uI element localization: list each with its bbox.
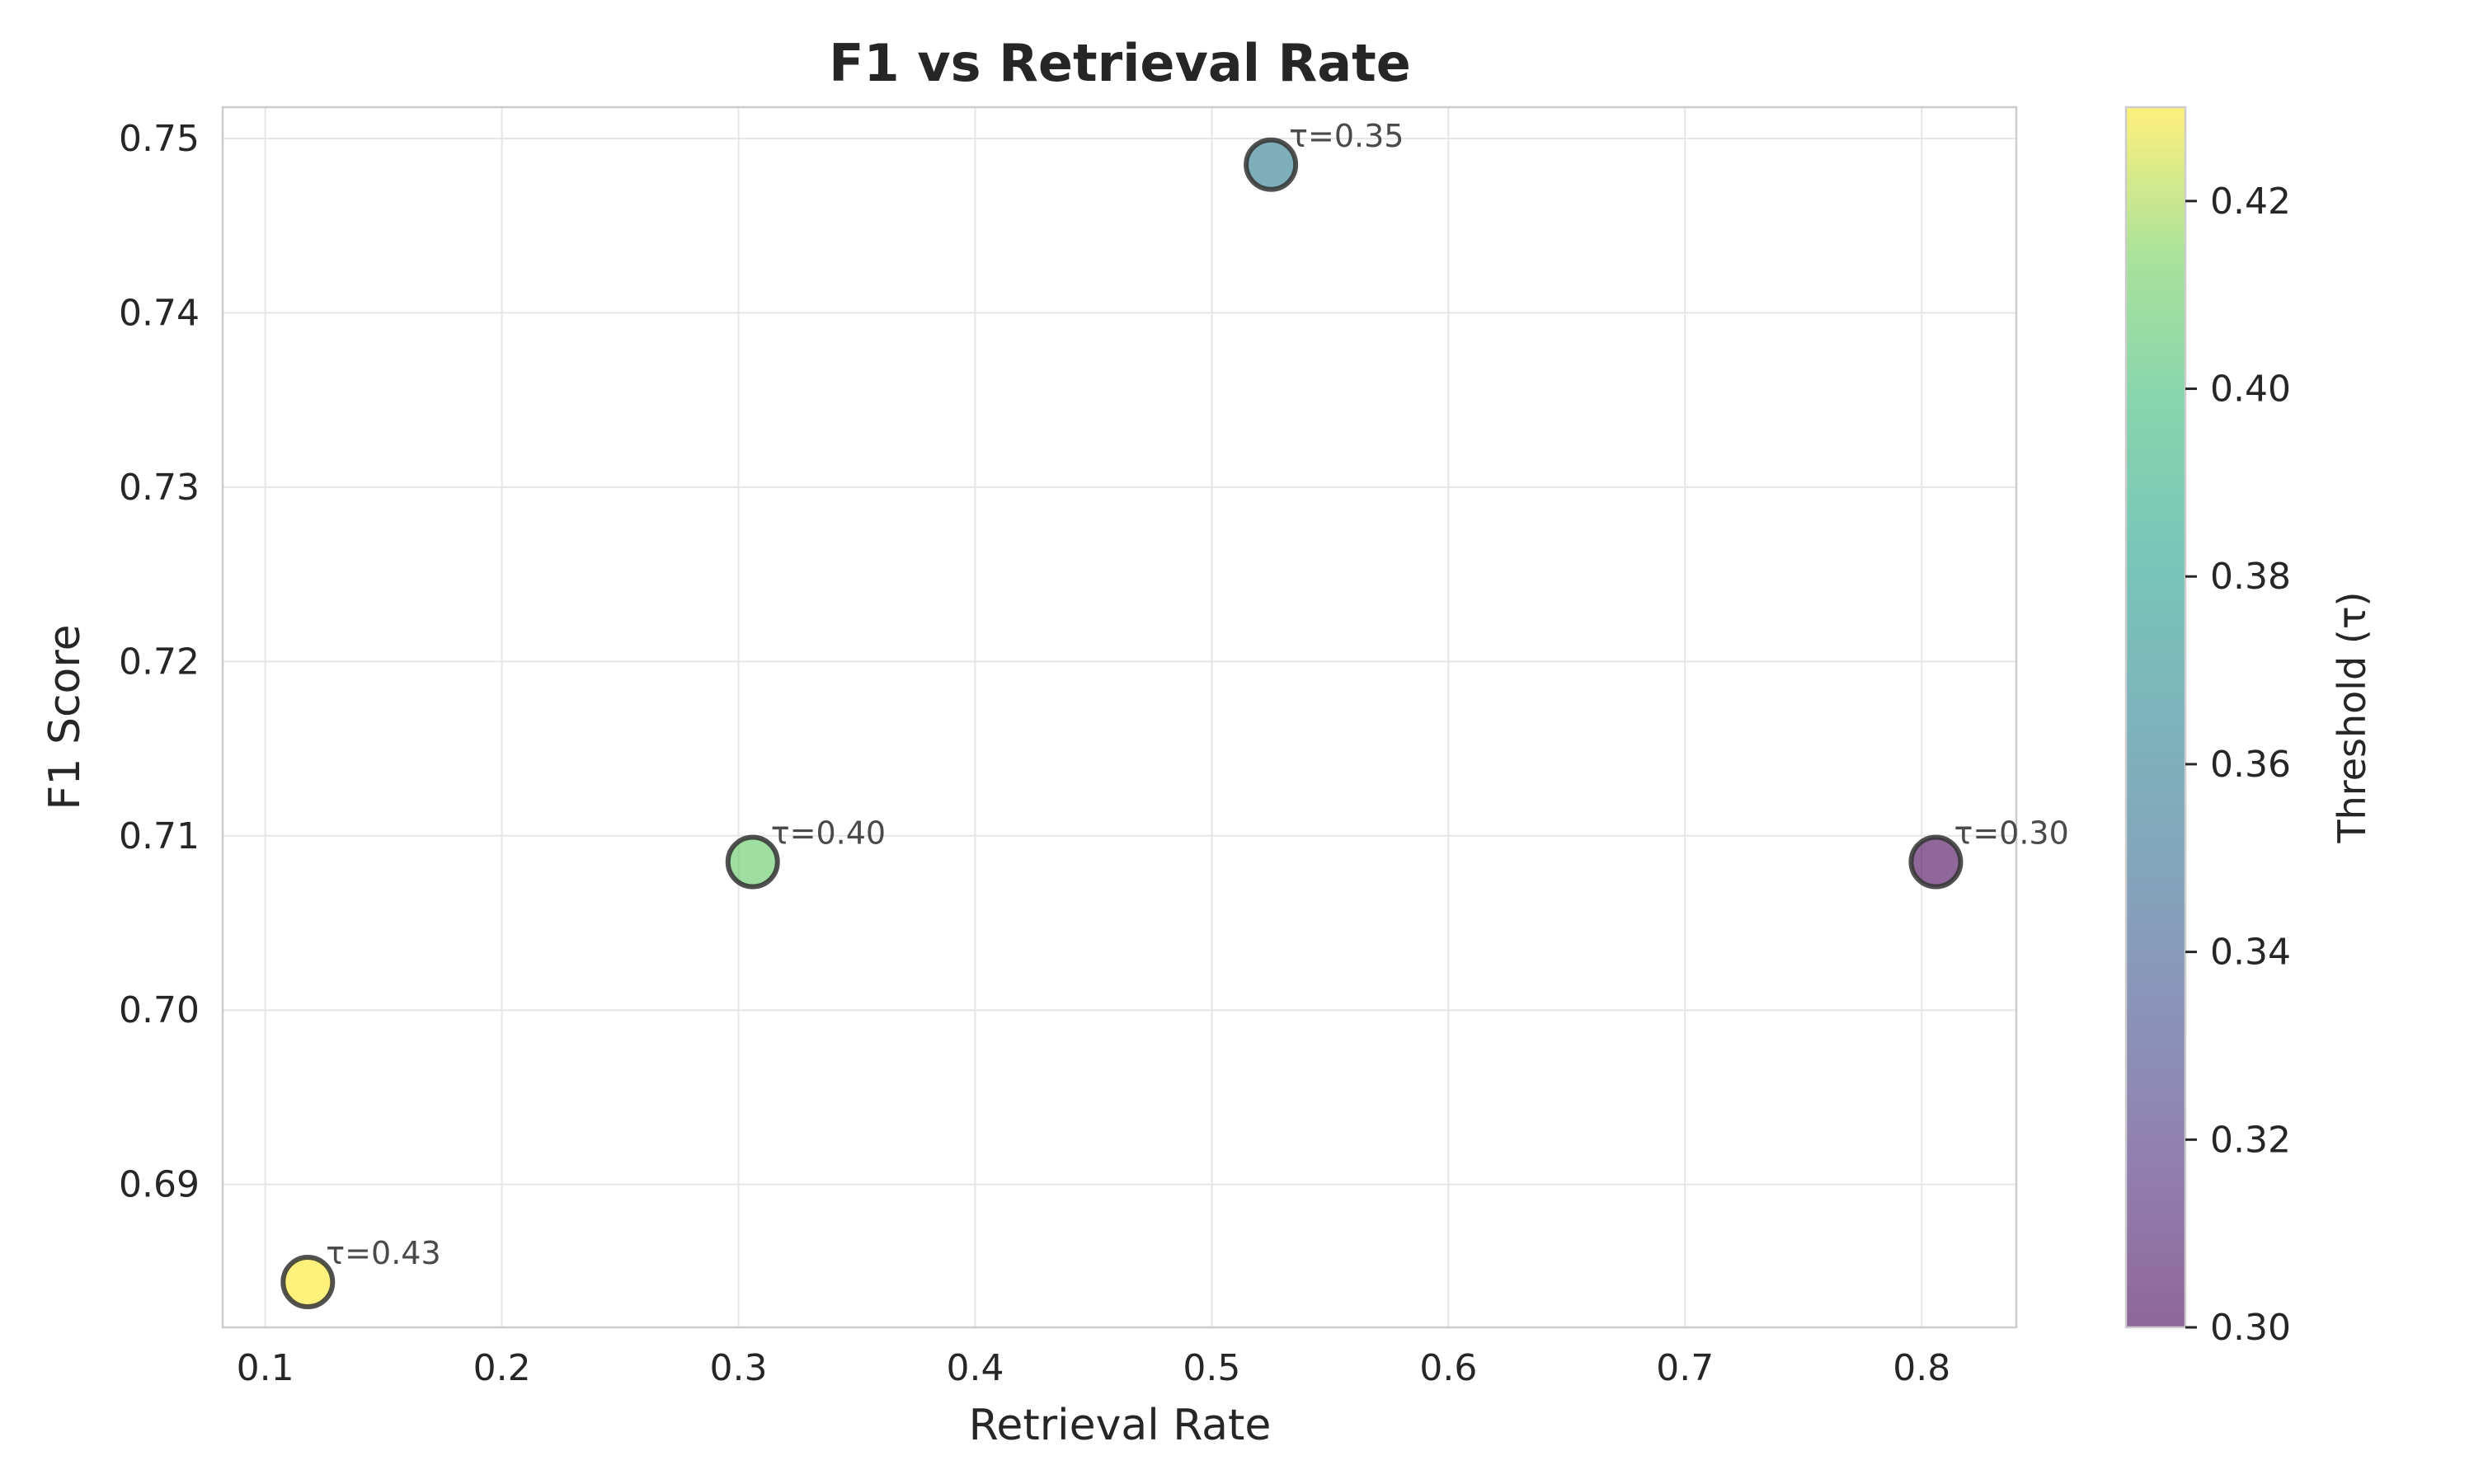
colorbar-tick-label: 0.38: [2210, 556, 2291, 598]
x-tick-label: 0.8: [1893, 1347, 1950, 1389]
colorbar-tick-label: 0.40: [2210, 369, 2291, 411]
y-axis-ticks: 0.69 0.70 0.71 0.72 0.73 0.74 0.75: [119, 118, 200, 1206]
data-point-label: τ=0.30: [1954, 815, 2068, 851]
y-tick-label: 0.72: [119, 641, 200, 683]
y-axis-title: F1 Score: [40, 624, 90, 810]
data-point: [1244, 137, 1299, 192]
y-tick-label: 0.70: [119, 989, 200, 1031]
data-point: [280, 1255, 336, 1310]
data-point-label: τ=0.43: [326, 1235, 440, 1271]
colorbar-tick-label: 0.36: [2210, 744, 2291, 786]
colorbar-title: Threshold (τ): [2330, 592, 2374, 844]
colorbar-frame: [2124, 106, 2187, 1329]
data-point-label: τ=0.40: [771, 815, 886, 851]
y-tick-label: 0.75: [119, 118, 200, 160]
colorbar-tick-label: 0.34: [2210, 932, 2291, 974]
y-tick-label: 0.71: [119, 815, 200, 857]
x-tick-label: 0.6: [1419, 1347, 1477, 1389]
colorbar: 0.30 0.32 0.34 0.36 0.38 0.40 0.42 Threshold (…: [2124, 106, 2374, 1349]
x-tick-label: 0.3: [710, 1347, 768, 1389]
y-tick-label: 0.73: [119, 467, 200, 509]
data-point-label: τ=0.35: [1289, 118, 1404, 154]
x-axis-ticks: 0.1 0.2 0.3 0.4 0.5 0.6 0.7 0.8: [237, 1347, 1951, 1389]
x-tick-label: 0.1: [237, 1347, 294, 1389]
grid-lines: [223, 107, 2016, 1327]
colorbar-gradient: [2126, 107, 2185, 1327]
x-tick-label: 0.7: [1656, 1347, 1714, 1389]
y-tick-label: 0.74: [119, 292, 200, 334]
colorbar-ticks: 0.30 0.32 0.34 0.36 0.38 0.40 0.42: [2185, 181, 2291, 1349]
x-tick-label: 0.4: [946, 1347, 1004, 1389]
colorbar-tick-label: 0.30: [2210, 1307, 2291, 1349]
data-point: [1908, 834, 1964, 890]
x-tick-label: 0.5: [1183, 1347, 1240, 1389]
data-points: τ=0.43 τ=0.40 τ=0.35 τ=0.30: [280, 118, 2069, 1310]
chart-title: F1 vs Retrieval Rate: [829, 33, 1411, 93]
data-point: [725, 834, 780, 890]
colorbar-tick-label: 0.32: [2210, 1119, 2291, 1161]
y-tick-label: 0.69: [119, 1164, 200, 1206]
colorbar-tick-label: 0.42: [2210, 181, 2291, 223]
x-tick-label: 0.2: [473, 1347, 531, 1389]
x-axis-title: Retrieval Rate: [969, 1401, 1272, 1450]
plot-frame: [221, 106, 2018, 1329]
